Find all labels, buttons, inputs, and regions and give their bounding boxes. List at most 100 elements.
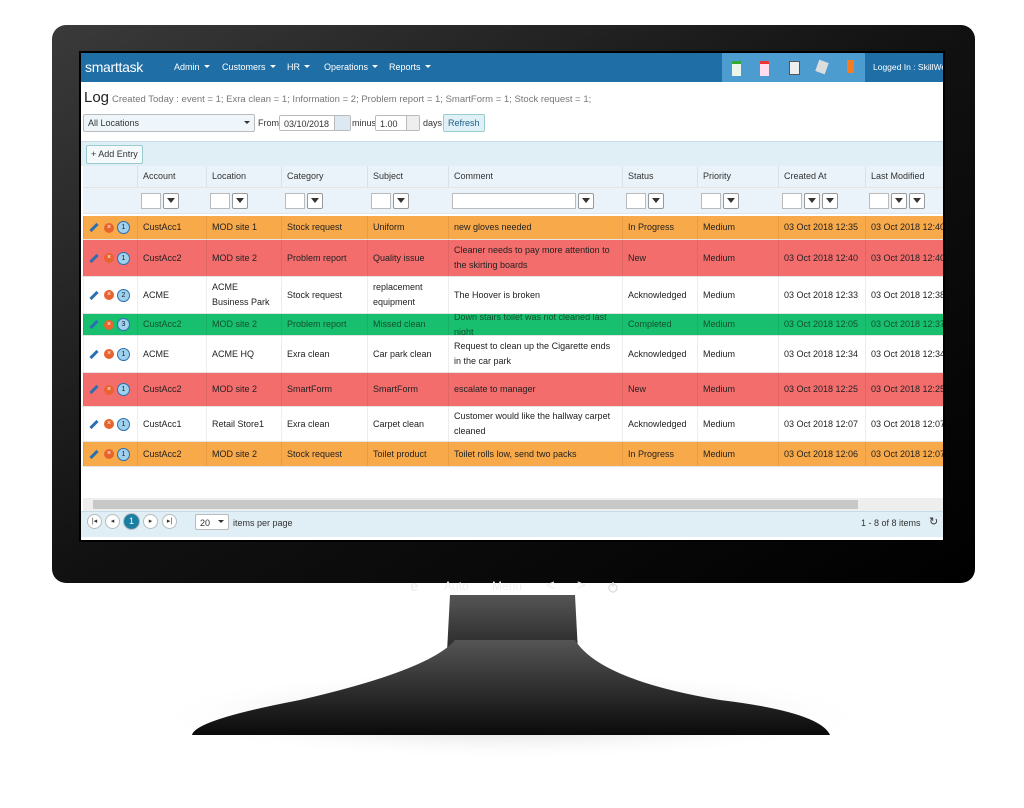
table-cell: In Progress <box>622 216 697 239</box>
filter-input[interactable] <box>869 193 889 209</box>
menu-item[interactable]: Reports <box>389 62 431 72</box>
column-header[interactable]: Location <box>206 166 281 187</box>
filter-button[interactable] <box>648 193 664 209</box>
brand[interactable]: smarttask <box>85 59 143 75</box>
table-row[interactable]: × 1 ACME ACME HQ Exra clean Car park clean Req… <box>83 336 943 373</box>
column-header[interactable]: Created At <box>778 166 865 187</box>
table-cell: Acknowledged <box>622 336 697 372</box>
filter-button[interactable] <box>393 193 409 209</box>
table-row[interactable]: × 1 CustAcc2 MOD site 2 SmartForm SmartForm es… <box>83 373 943 407</box>
filter-button[interactable] <box>232 193 248 209</box>
table-cell: 03 Oct 2018 12:33 <box>778 277 865 313</box>
table-cell: ACME <box>137 336 206 372</box>
table-cell: Problem report <box>281 240 367 276</box>
icon[interactable] <box>732 61 741 76</box>
filter-button[interactable] <box>163 193 179 209</box>
filter-button[interactable] <box>723 193 739 209</box>
edit-icon[interactable] <box>89 253 99 263</box>
table-cell: Medium <box>697 442 778 466</box>
edit-icon[interactable] <box>89 449 99 459</box>
column-header[interactable]: Account <box>137 166 206 187</box>
delete-icon[interactable]: × <box>104 384 114 395</box>
app-screen: smarttask Admin Customers HR Operations … <box>81 53 943 540</box>
edit-icon[interactable] <box>89 384 99 395</box>
table-row[interactable]: × 1 CustAcc2 MOD site 2 Stock request Toilet … <box>83 442 943 467</box>
filter-input[interactable] <box>626 193 646 209</box>
edit-icon[interactable] <box>89 349 99 359</box>
edit-icon[interactable] <box>89 290 99 300</box>
table-row[interactable]: × 1 CustAcc2 MOD site 2 Problem report Qualit… <box>83 240 943 277</box>
badge: 1 <box>117 221 130 234</box>
table-cell: The Hoover is broken <box>448 277 622 313</box>
menu-item[interactable]: Admin <box>174 62 210 72</box>
filter-button[interactable] <box>909 193 925 209</box>
filter-input[interactable] <box>782 193 802 209</box>
table-cell: MOD site 2 <box>206 240 281 276</box>
edit-icon[interactable] <box>89 222 99 233</box>
column-header[interactable]: Category <box>281 166 367 187</box>
delete-icon[interactable]: × <box>104 449 114 459</box>
table-cell: Medium <box>697 240 778 276</box>
delete-icon[interactable]: × <box>104 253 114 263</box>
column-header[interactable]: Status <box>622 166 697 187</box>
monitor-button[interactable]: Auto <box>444 579 469 593</box>
pager-next[interactable]: ▸ <box>143 514 158 529</box>
add-entry-button[interactable]: + Add Entry <box>86 145 143 164</box>
refresh-button[interactable]: Refresh <box>443 114 485 132</box>
column-header[interactable]: Subject <box>367 166 448 187</box>
edit-icon[interactable] <box>89 319 99 330</box>
icon[interactable] <box>760 61 769 76</box>
filter-input[interactable] <box>210 193 230 209</box>
pager-prev[interactable]: ◂ <box>105 514 120 529</box>
filter-button[interactable] <box>307 193 323 209</box>
filter-input[interactable] <box>452 193 576 209</box>
delete-icon[interactable]: × <box>104 319 114 330</box>
date-input[interactable]: 03/10/2018 <box>279 115 351 131</box>
filter-input[interactable] <box>141 193 161 209</box>
refresh-icon[interactable]: ↻ <box>929 516 939 528</box>
edit-icon[interactable] <box>89 419 99 429</box>
table-row[interactable]: × 2 ACME ACME Business Park Stock request rep… <box>83 277 943 314</box>
column-header[interactable]: Priority <box>697 166 778 187</box>
date-picker[interactable] <box>804 193 820 209</box>
icon[interactable] <box>789 61 800 75</box>
filter-input[interactable] <box>285 193 305 209</box>
table-cell: Uniform <box>367 216 448 239</box>
icon[interactable] <box>815 59 829 75</box>
filter-button[interactable] <box>578 193 594 209</box>
icon[interactable] <box>847 60 854 73</box>
menu-item[interactable]: Customers <box>222 62 276 72</box>
column-header[interactable]: Last Modified <box>865 166 943 187</box>
delete-icon[interactable]: × <box>104 222 114 233</box>
filter-button[interactable] <box>822 193 838 209</box>
menu-item[interactable]: HR <box>287 62 310 72</box>
table-row[interactable]: × 3 CustAcc2 MOD site 2 Problem report Missed… <box>83 314 943 336</box>
pager-page[interactable]: 1 <box>123 513 140 530</box>
monitor-button[interactable]: Menu <box>492 579 523 593</box>
delete-icon[interactable]: × <box>104 290 114 300</box>
table-cell: Car park clean <box>367 336 448 372</box>
table-row[interactable]: × 1 CustAcc1 Retail Store1 Exra clean Carpet … <box>83 407 943 442</box>
delete-icon[interactable]: × <box>104 349 114 359</box>
table-cell: ACME <box>137 277 206 313</box>
monitor-button[interactable]: > <box>577 577 586 594</box>
monitor-button[interactable]: e <box>410 578 419 595</box>
pager-last[interactable]: ▸| <box>162 514 177 529</box>
filter-input[interactable] <box>701 193 721 209</box>
date-picker[interactable] <box>891 193 907 209</box>
delete-icon[interactable]: × <box>104 419 114 429</box>
scrollbar[interactable] <box>83 498 943 511</box>
table-cell: replacement equipment <box>367 277 448 313</box>
location-select[interactable]: All Locations <box>83 114 255 132</box>
table-row[interactable]: × 1 CustAcc1 MOD site 1 Stock request Uniform… <box>83 216 943 240</box>
table-cell: Medium <box>697 373 778 406</box>
table-cell: Stock request <box>281 277 367 313</box>
monitor-button[interactable]: < <box>546 577 555 594</box>
number-input[interactable]: 1.00 <box>375 115 420 131</box>
filter-input[interactable] <box>371 193 391 209</box>
pager-first[interactable]: |◂ <box>87 514 102 529</box>
menu-item[interactable]: Operations <box>324 62 378 72</box>
table-cell: Completed <box>622 314 697 335</box>
page-size-select[interactable]: 20 <box>195 514 229 530</box>
column-header[interactable]: Comment <box>448 166 622 187</box>
